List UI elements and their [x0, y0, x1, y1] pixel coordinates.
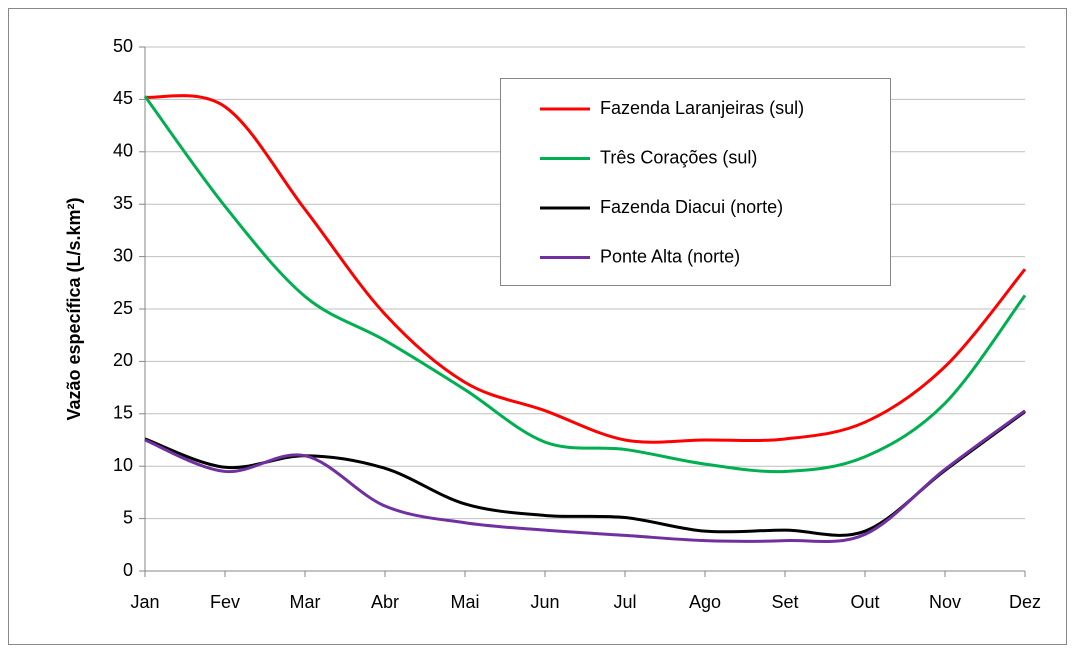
x-tick-label: Nov: [929, 592, 961, 612]
x-tick-label: Mar: [290, 592, 321, 612]
y-tick-label: 50: [113, 36, 133, 56]
y-tick-label: 40: [113, 141, 133, 161]
legend-label: Fazenda Laranjeiras (sul): [600, 98, 804, 118]
legend-box: [500, 78, 891, 286]
x-tick-label: Ago: [689, 592, 721, 612]
y-tick-label: 0: [123, 560, 133, 580]
x-tick-label: Jul: [613, 592, 636, 612]
x-tick-label: Out: [850, 592, 879, 612]
y-tick-label: 15: [113, 403, 133, 423]
x-tick-label: Set: [771, 592, 798, 612]
y-tick-label: 45: [113, 88, 133, 108]
y-tick-label: 25: [113, 298, 133, 318]
legend-label: Três Corações (sul): [600, 147, 757, 167]
y-tick-label: 10: [113, 455, 133, 475]
x-tick-label: Mai: [450, 592, 479, 612]
x-tick-label: Abr: [371, 592, 399, 612]
x-tick-label: Dez: [1009, 592, 1041, 612]
y-axis-label: Vazão específica (L/s.km²): [64, 197, 84, 420]
x-tick-label: Jan: [130, 592, 159, 612]
y-tick-label: 5: [123, 507, 133, 527]
y-tick-label: 30: [113, 245, 133, 265]
series-line: [144, 409, 1026, 544]
series-line: [143, 95, 1027, 474]
series-line: [144, 94, 1027, 444]
x-tick-label: Jun: [530, 592, 559, 612]
x-tick-label: Fev: [210, 592, 240, 612]
legend-label: Ponte Alta (norte): [600, 246, 740, 266]
legend-label: Fazenda Diacui (norte): [600, 197, 783, 217]
y-tick-label: 35: [113, 193, 133, 213]
y-tick-label: 20: [113, 350, 133, 370]
